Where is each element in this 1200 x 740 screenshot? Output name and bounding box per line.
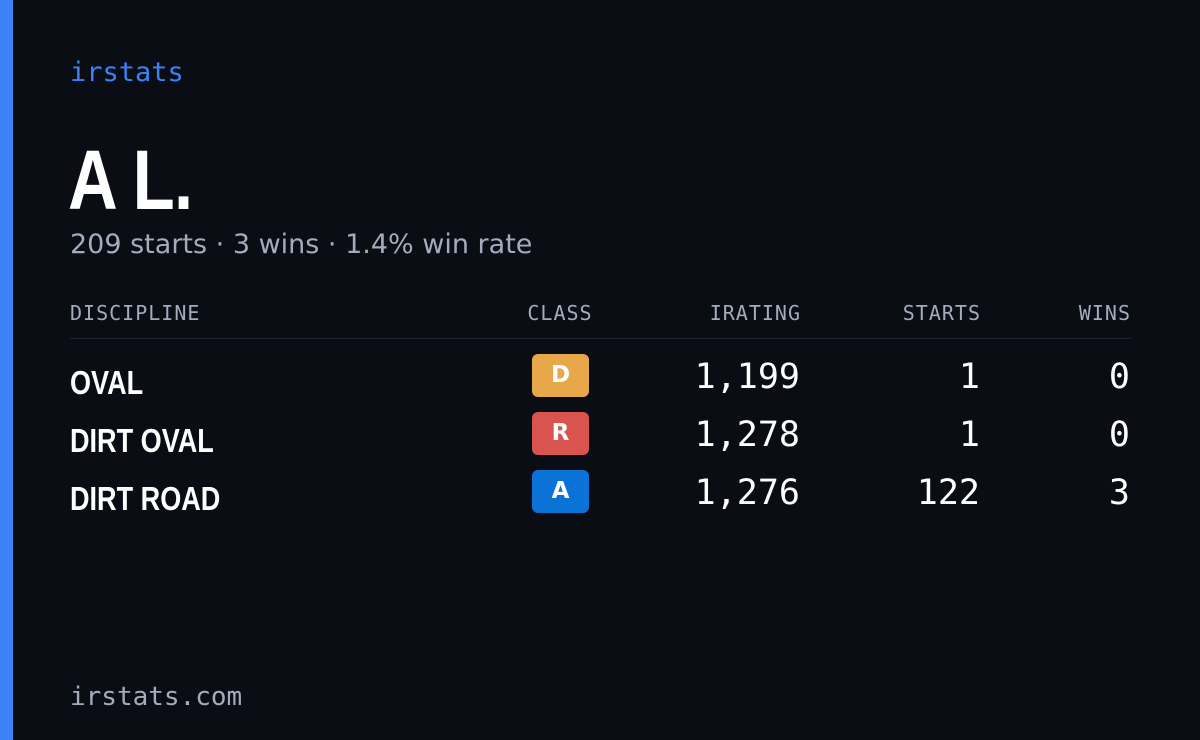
header-class: CLASS (527, 301, 593, 325)
table-row-oval: OVAL D 1,199 1 0 (70, 354, 1131, 412)
class-badge-a: A (532, 470, 589, 513)
wins-cell: 3 (1108, 473, 1130, 513)
header-discipline: DISCIPLINE (70, 301, 201, 325)
irating-cell: 1,276 (694, 473, 800, 513)
starts-cell: 1 (958, 415, 980, 455)
wins-cell: 0 (1108, 357, 1130, 397)
brand-logo-text[interactable]: irstats (70, 57, 184, 88)
footer-site-url[interactable]: irstats.com (70, 682, 243, 712)
discipline-cell: DIRT ROAD (70, 480, 221, 517)
header-starts: STARTS (902, 301, 981, 325)
driver-summary: 209 starts · 3 wins · 1.4% win rate (70, 229, 533, 260)
class-badge-d: D (532, 354, 589, 397)
discipline-cell: DIRT OVAL (70, 422, 214, 459)
header-irating: IRATING (709, 301, 801, 325)
header-wins: WINS (1078, 301, 1131, 325)
irating-cell: 1,278 (694, 415, 800, 455)
table-row-dirt-oval: DIRT OVAL R 1,278 1 0 (70, 412, 1131, 470)
driver-name: A L. (68, 133, 193, 227)
table-row-dirt-road: DIRT ROAD A 1,276 122 3 (70, 470, 1131, 528)
stats-table-header: DISCIPLINE CLASS IRATING STARTS WINS (70, 298, 1131, 339)
wins-cell: 0 (1108, 415, 1130, 455)
starts-cell: 1 (958, 357, 980, 397)
starts-cell: 122 (916, 473, 980, 513)
irating-cell: 1,199 (694, 357, 800, 397)
class-badge-r: R (532, 412, 589, 455)
discipline-cell: OVAL (70, 364, 144, 401)
accent-bar (0, 0, 13, 740)
